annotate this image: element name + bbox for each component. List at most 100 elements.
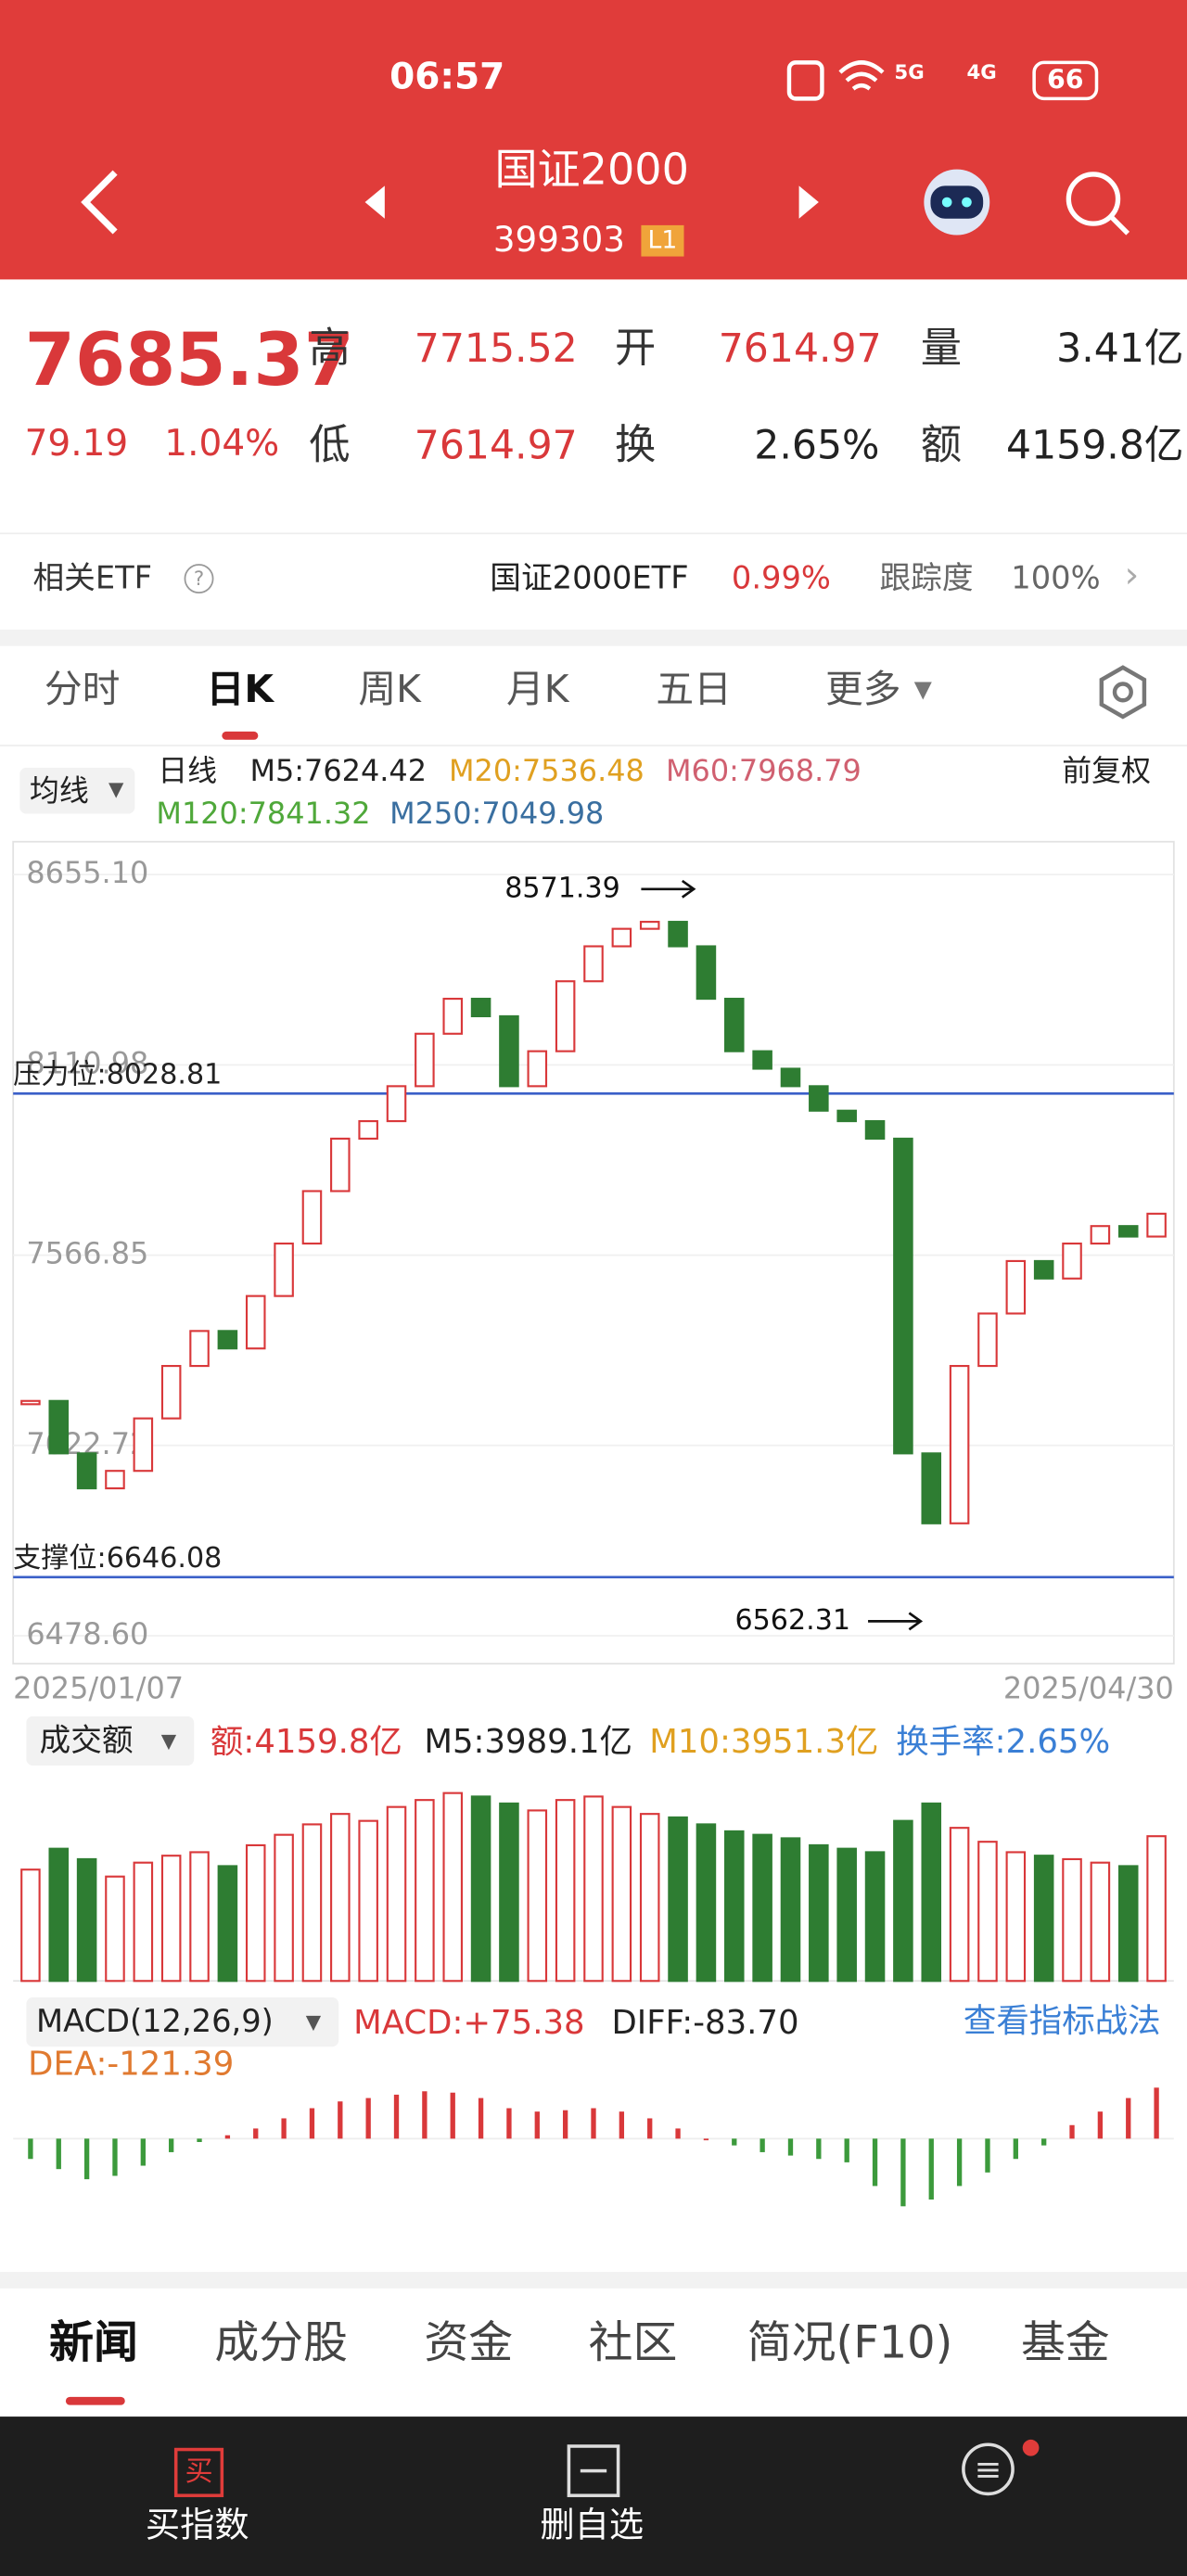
adjust[interactable]: 前复权 [1062, 754, 1151, 789]
prev-button[interactable] [364, 185, 385, 219]
volume-bar [330, 1813, 351, 1983]
change-pct: 1.04% [164, 424, 280, 465]
macd-bar [56, 2138, 61, 2170]
macd-bar [253, 2128, 259, 2139]
candle [330, 1137, 351, 1192]
tab[interactable]: 周K [358, 669, 421, 712]
volume-bar [723, 1830, 745, 1983]
macd-bar [703, 2138, 709, 2141]
x-tick-label: 2025/01/07 [13, 1670, 184, 1705]
ma-selector[interactable] [19, 767, 135, 814]
macd-bar [844, 2138, 849, 2162]
volume-bar [301, 1823, 323, 1983]
tab[interactable]: 更多 [824, 669, 901, 712]
page-title: 国证2000 [494, 146, 689, 196]
field-label: 开 [615, 324, 657, 372]
bottom-tab[interactable]: 简况(F10) [747, 2317, 953, 2369]
macd-bar [956, 2138, 963, 2187]
macd-legend-item: DEA:-121.39 [28, 2043, 235, 2084]
remove-label[interactable]: 删自选 [540, 2505, 645, 2545]
macd-bar [928, 2138, 934, 2200]
field-label: 高 [309, 324, 351, 372]
gap [0, 2272, 1187, 2289]
candle [301, 1190, 323, 1245]
volume-bar [274, 1833, 294, 1983]
macd-bar [1126, 2098, 1131, 2139]
tab[interactable]: 五日 [656, 669, 732, 712]
candle [696, 945, 717, 1001]
bottom-tab[interactable]: 资金 [424, 2317, 514, 2369]
tab[interactable]: 分时 [44, 669, 121, 712]
volume-bar [499, 1802, 519, 1983]
tab[interactable]: 日K [206, 669, 274, 712]
volume-bar [977, 1841, 998, 1983]
menu-icon[interactable]: ≡ [962, 2442, 1015, 2496]
y-tick-label: 7566.85 [26, 1236, 148, 1271]
macd-bar [534, 2111, 540, 2139]
candle [527, 1050, 548, 1088]
candle [217, 1330, 238, 1350]
volume-bar [20, 1868, 41, 1983]
volume-bar [48, 1847, 70, 1983]
search-button[interactable] [1066, 172, 1121, 226]
last-price: 7685.37 [24, 318, 354, 403]
bottom-tab[interactable]: 新闻 [49, 2317, 138, 2369]
macd-bar [365, 2098, 371, 2139]
field-value: 2.65% [754, 422, 880, 469]
bottom-tab[interactable]: 社区 [588, 2317, 678, 2369]
battery: 66 [1032, 60, 1099, 101]
candle [780, 1067, 801, 1088]
info-icon[interactable]: ? [184, 564, 214, 593]
candle [415, 1032, 435, 1088]
macd-bar [309, 2108, 315, 2139]
ma-legend-item: M20:7536.48 [448, 754, 645, 789]
volume-bar [160, 1855, 182, 1983]
macd-bar [562, 2110, 568, 2139]
candle [668, 921, 688, 948]
volume-bar [245, 1843, 266, 1983]
volume-legend-item: M5:3989.1亿 [424, 1721, 633, 1761]
candle [105, 1470, 125, 1490]
status-time: 06:57 [389, 57, 505, 99]
index-code: 399303 [492, 220, 625, 261]
macd-bar [83, 2138, 90, 2180]
volume-bar [555, 1799, 576, 1983]
candle [274, 1243, 294, 1297]
macd-bar [732, 2138, 737, 2146]
bottom-tab[interactable]: 成分股 [214, 2317, 348, 2369]
macd-bar [197, 2138, 202, 2142]
vol-selector[interactable] [26, 1715, 195, 1766]
candle [245, 1294, 266, 1350]
etf-name[interactable]: 国证2000ETF [490, 560, 689, 597]
candle [386, 1085, 407, 1123]
macd-bar [478, 2098, 484, 2139]
bottom-tab[interactable]: 基金 [1020, 2317, 1110, 2369]
search-handle [1109, 215, 1130, 236]
macd-bar [224, 2135, 231, 2139]
macd-bar [28, 2138, 33, 2160]
back-button[interactable] [81, 170, 118, 235]
level-badge: L1 [641, 224, 684, 257]
volume-bar [611, 1805, 632, 1983]
annotation-arrow [868, 1612, 924, 1631]
candle [160, 1365, 182, 1420]
field-value: 7614.97 [414, 422, 578, 469]
chevron[interactable]: › [1124, 555, 1140, 597]
next-button[interactable] [798, 185, 819, 219]
candle [48, 1399, 70, 1455]
level-label: 压力位:8028.81 [13, 1058, 222, 1090]
candle [1146, 1212, 1167, 1238]
volume-legend-item: M10:3951.3亿 [649, 1721, 879, 1761]
macd-selector[interactable] [26, 1997, 339, 2047]
ma-legend-item: M120:7841.32 [156, 797, 371, 833]
settings-button[interactable] [1093, 662, 1153, 721]
tab[interactable]: 月K [505, 669, 569, 712]
candle [1005, 1259, 1027, 1315]
indicator-link[interactable]: 查看指标战法 [963, 2000, 1161, 2041]
buy-icon[interactable]: 买 [173, 2447, 224, 2497]
volume-bar [442, 1792, 464, 1983]
remove-icon[interactable] [567, 2444, 620, 2497]
candle [133, 1417, 154, 1473]
price-panel [12, 840, 1175, 1665]
buy-label[interactable]: 买指数 [145, 2505, 249, 2545]
